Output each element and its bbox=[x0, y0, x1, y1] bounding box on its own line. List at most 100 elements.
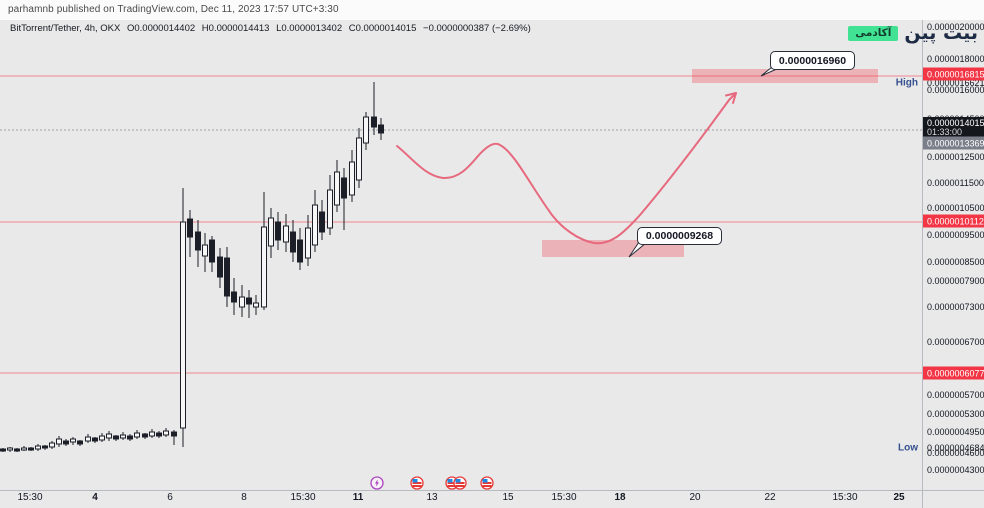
flag-stripe bbox=[412, 485, 422, 487]
projection-curve[interactable] bbox=[396, 99, 730, 245]
price-tick-label: 0.0000005300 bbox=[927, 409, 984, 419]
candle-body bbox=[297, 239, 303, 263]
flag-stripe bbox=[447, 485, 457, 487]
time-tick-label: 15:30 bbox=[17, 492, 43, 503]
price-callout[interactable]: 0.0000016960 bbox=[770, 51, 855, 70]
candle-body bbox=[327, 189, 333, 229]
price-tick-label: 0.0000010500 bbox=[927, 203, 984, 213]
ohlc-open: O0.0000014402 bbox=[127, 23, 196, 34]
low-marker: Low bbox=[898, 442, 918, 454]
bitpin-academy-logo: بیت پین آکادمی bbox=[848, 22, 978, 44]
time-tick-label: 15:30 bbox=[290, 492, 316, 503]
candle-body bbox=[85, 436, 91, 442]
candle-body bbox=[70, 438, 76, 443]
time-tick-label: 25 bbox=[893, 492, 905, 503]
price-tick-label: 0.0000006700 bbox=[927, 337, 984, 347]
flag-stripe bbox=[455, 485, 465, 487]
time-tick-label: 13 bbox=[426, 492, 438, 503]
flag-canton bbox=[412, 479, 418, 483]
time-tick-label: 20 bbox=[689, 492, 701, 503]
candle-body bbox=[319, 211, 325, 233]
ohlc-change: −0.0000000387 (−2.69%) bbox=[423, 23, 531, 34]
candle-body bbox=[77, 440, 83, 445]
candle-body bbox=[261, 226, 267, 308]
time-tick-label: 4 bbox=[92, 492, 98, 503]
ohlc-close: C0.0000014015 bbox=[348, 23, 417, 34]
symbol-ohlc-bar[interactable]: BitTorrent/Tether, 4h, OKX O0.0000014402… bbox=[10, 23, 535, 34]
candle-body bbox=[171, 431, 177, 437]
candle-body bbox=[371, 116, 377, 128]
lightning-bolt-glyph bbox=[375, 479, 379, 487]
price-tick-label: 0.0000007900 bbox=[927, 276, 984, 286]
price-tick-label: 0.0000008500 bbox=[927, 257, 984, 267]
logo-academy-badge: آکادمی bbox=[848, 25, 899, 41]
candle-body bbox=[268, 217, 274, 247]
candle-body bbox=[290, 231, 296, 253]
price-alert-chip: 0.0000010112 bbox=[923, 214, 984, 228]
ohlc-high: H0.0000014413 bbox=[201, 23, 270, 34]
candle-body bbox=[7, 447, 13, 451]
secondary-price-chip: 0.0000013369 bbox=[923, 136, 984, 150]
symbol-title[interactable]: BitTorrent/Tether, 4h, OKX bbox=[10, 23, 121, 34]
candle-body bbox=[202, 244, 208, 257]
candle-body bbox=[275, 221, 281, 241]
price-tick-label: 0.0000005700 bbox=[927, 390, 984, 400]
price-tick-label: 0.0000004300 bbox=[927, 465, 984, 475]
time-tick-label: 6 bbox=[167, 492, 173, 503]
publisher-text: parhamnb published on TradingView.com, D… bbox=[8, 4, 339, 15]
price-tick-label: 0.0000011500 bbox=[927, 178, 984, 188]
flag-canton bbox=[447, 479, 453, 483]
flag-canton bbox=[482, 479, 488, 483]
time-tick-label: 22 bbox=[764, 492, 776, 503]
flag-stripe bbox=[412, 482, 422, 484]
flag-stripe bbox=[455, 482, 465, 484]
current-price-chip: 0.0000014015 01:33:00 bbox=[923, 117, 984, 139]
candle-body bbox=[0, 448, 6, 452]
candle-body bbox=[217, 256, 223, 278]
high-marker: High bbox=[895, 77, 918, 89]
candle-body bbox=[28, 447, 34, 451]
candle-body bbox=[42, 445, 48, 449]
candle-body bbox=[209, 239, 215, 263]
candle-body bbox=[134, 432, 140, 438]
candle-body bbox=[99, 435, 105, 441]
price-tick-label: 0.0000012500 bbox=[927, 152, 984, 162]
candle-body bbox=[180, 221, 186, 429]
candle-body bbox=[156, 432, 162, 437]
publisher-bar: parhamnb published on TradingView.com, D… bbox=[0, 0, 984, 20]
candle-body bbox=[142, 433, 148, 438]
candle-body bbox=[334, 171, 340, 206]
candle-body bbox=[283, 225, 289, 243]
candle-body bbox=[149, 431, 155, 437]
candle-body bbox=[349, 161, 355, 196]
time-tick-label: 8 bbox=[241, 492, 247, 503]
price-tick-label: 0.0000018000 bbox=[927, 54, 984, 64]
candle-body bbox=[127, 435, 133, 440]
candle-body bbox=[341, 177, 347, 199]
price-alert-chip: 0.0000006077 bbox=[923, 366, 984, 380]
candle-body bbox=[21, 447, 27, 451]
price-tick-label: 0.0000007300 bbox=[927, 302, 984, 312]
candle-body bbox=[187, 218, 193, 238]
time-tick-label: 18 bbox=[614, 492, 626, 503]
candle-body bbox=[246, 297, 252, 305]
candle-body bbox=[106, 433, 112, 439]
logo-brand-text: بیت پین bbox=[904, 22, 978, 44]
candle-body bbox=[231, 291, 237, 303]
time-tick-label: 11 bbox=[352, 492, 364, 503]
candle-body bbox=[312, 204, 318, 246]
price-callout[interactable]: 0.0000009268 bbox=[637, 227, 722, 245]
time-axis-separator bbox=[0, 490, 984, 491]
price-axis-separator bbox=[922, 20, 923, 508]
price-tick-label: 0.0000016621 bbox=[927, 78, 984, 88]
flag-stripe bbox=[482, 482, 492, 484]
candle-body bbox=[14, 448, 20, 452]
flag-stripe bbox=[447, 482, 457, 484]
candle-body bbox=[253, 302, 259, 308]
flag-canton bbox=[455, 479, 461, 483]
candle-body bbox=[63, 440, 69, 445]
price-tick-label: 0.0000020000 bbox=[927, 22, 984, 32]
candle-body bbox=[113, 435, 119, 440]
